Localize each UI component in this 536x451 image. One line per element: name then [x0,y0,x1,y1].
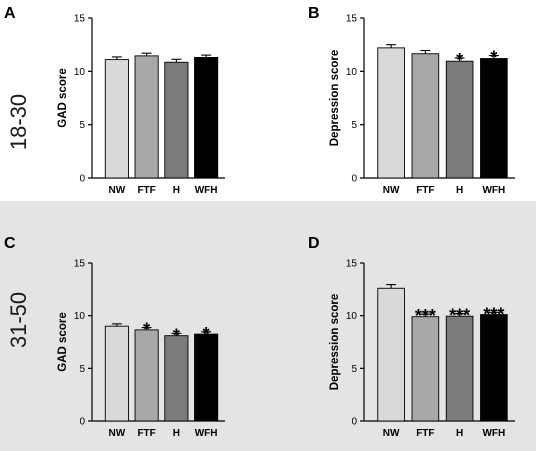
significance-marker-h: *** [449,306,470,326]
bar-nw [377,47,405,179]
y-tick-label: 15 [74,259,86,270]
y-tick-label: 5 [79,364,85,375]
panel-letter-d: D [308,235,320,252]
x-tick-label-h: H [456,428,463,439]
bar-nw [104,325,129,422]
significance-marker-wfh: * [203,324,210,344]
y-tick-label: 5 [79,120,85,131]
panel-a-gad-18-30: A 0 5 10 15 GAD score NW FTF H WFH [4,5,225,196]
x-tick-label-wfh: WFH [482,185,505,196]
y-axis-label: GAD score [57,312,69,371]
y-tick-label: 0 [351,417,357,428]
bar-wfh [480,314,508,422]
x-tick-label-h: H [173,428,180,439]
x-tick-label-ftf: FTF [416,185,434,196]
x-tick-label-wfh: WFH [195,185,218,196]
y-tick-label: 10 [74,311,86,322]
x-tick-label-ftf: FTF [137,185,155,196]
y-tick-label: 10 [346,311,358,322]
bar-h [164,335,189,422]
y-tick-label: 0 [79,417,85,428]
x-tick-label-nw: NW [383,428,400,439]
y-axis-label: Depression score [329,50,341,147]
y-tick-label: 0 [351,174,357,185]
significance-marker-ftf: * [143,320,150,340]
panel-letter-a: A [4,5,16,22]
x-tick-label-wfh: WFH [482,428,505,439]
bar-ftf [411,316,440,422]
significance-marker-h: * [173,325,180,345]
y-tick-label: 15 [346,14,358,25]
significance-marker-wfh: *** [483,304,504,324]
y-tick-label: 10 [74,67,86,78]
bar-h [445,60,474,179]
bar-wfh [194,57,219,179]
y-axis-label: GAD score [57,68,69,127]
bar-nw [104,59,129,179]
age-group-label-18-30: 18-30 [6,94,31,150]
bar-h [164,61,189,179]
significance-marker-ftf: *** [415,306,436,326]
panel-d-depression-31-50: D 0 5 10 15 Depression score NW FTF *** H *** WFH **… [308,235,515,439]
panel-letter-c: C [4,235,16,252]
bar-h [445,315,474,422]
age-group-label-31-50: 31-50 [6,292,31,348]
y-axis-label: Depression score [329,294,341,391]
panel-b-depression-18-30: B 0 5 10 15 Depression score NW FTF H * WFH * [308,5,515,196]
y-tick-label: 10 [346,67,358,78]
y-tick-label: 0 [79,174,85,185]
bar-ftf [134,329,159,422]
y-tick-label: 5 [351,364,357,375]
x-tick-label-nw: NW [109,185,126,196]
x-tick-label-h: H [173,185,180,196]
bar-ftf [134,55,159,179]
y-tick-label: 5 [351,120,357,131]
x-tick-label-nw: NW [109,428,126,439]
y-tick-label: 15 [74,14,86,25]
bar-wfh [480,58,508,179]
y-tick-label: 15 [346,259,358,270]
significance-marker-wfh: * [490,48,497,68]
x-tick-label-h: H [456,185,463,196]
x-tick-label-nw: NW [383,185,400,196]
panel-c-gad-31-50: C 0 5 10 15 GAD score NW FTF * H * WFH * [4,235,225,439]
bar-nw [377,287,405,422]
bar-ftf [411,53,440,179]
x-tick-label-ftf: FTF [416,428,434,439]
bar-wfh [194,333,219,422]
significance-marker-h: * [456,50,463,70]
x-tick-label-ftf: FTF [137,428,155,439]
x-tick-label-wfh: WFH [195,428,218,439]
panel-letter-b: B [308,5,320,22]
